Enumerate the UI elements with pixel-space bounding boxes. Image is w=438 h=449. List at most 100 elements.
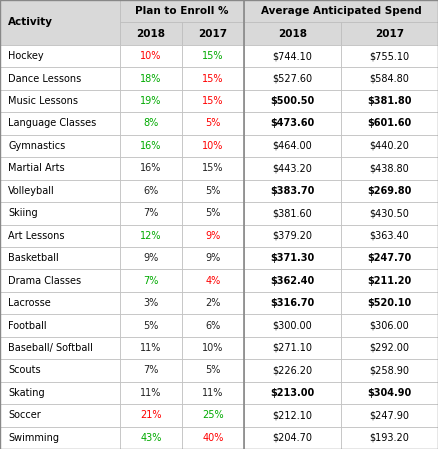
Text: Martial Arts: Martial Arts (8, 163, 65, 173)
Bar (244, 202, 341, 224)
Text: $527.60: $527.60 (272, 74, 313, 84)
Bar (244, 314, 341, 337)
Text: Scouts: Scouts (8, 365, 41, 375)
Bar (244, 22, 341, 45)
Bar (0, 359, 120, 382)
Bar (120, 314, 182, 337)
Bar (341, 157, 438, 180)
Bar (244, 224, 341, 247)
Bar (120, 292, 182, 314)
Text: 19%: 19% (140, 96, 162, 106)
Bar (120, 359, 182, 382)
Text: 2017: 2017 (375, 29, 404, 39)
Text: Music Lessons: Music Lessons (8, 96, 78, 106)
Text: $362.40: $362.40 (270, 276, 314, 286)
Text: $269.80: $269.80 (367, 186, 412, 196)
Bar (244, 45, 341, 67)
Text: $204.70: $204.70 (272, 433, 312, 443)
Text: 16%: 16% (140, 163, 162, 173)
Bar (120, 45, 182, 67)
Text: Volleyball: Volleyball (8, 186, 55, 196)
Text: 4%: 4% (205, 276, 221, 286)
Bar (120, 0, 244, 22)
Text: $520.10: $520.10 (367, 298, 412, 308)
Text: Plan to Enroll %: Plan to Enroll % (135, 6, 229, 16)
Bar (0, 404, 120, 427)
Bar (120, 112, 182, 135)
Text: 5%: 5% (143, 321, 159, 330)
Bar (244, 135, 341, 157)
Text: Skating: Skating (8, 388, 45, 398)
Text: 15%: 15% (202, 51, 224, 61)
Bar (244, 359, 341, 382)
Bar (0, 180, 120, 202)
Bar (182, 404, 244, 427)
Text: $247.90: $247.90 (370, 410, 410, 420)
Bar (182, 22, 244, 45)
Text: 15%: 15% (202, 74, 224, 84)
Text: Dance Lessons: Dance Lessons (8, 74, 81, 84)
Text: Drama Classes: Drama Classes (8, 276, 81, 286)
Bar (120, 135, 182, 157)
Bar (341, 202, 438, 224)
Bar (341, 22, 438, 45)
Text: $226.20: $226.20 (272, 365, 313, 375)
Text: Activity: Activity (8, 18, 53, 27)
Text: Football: Football (8, 321, 47, 330)
Bar (341, 180, 438, 202)
Bar (120, 224, 182, 247)
Text: 43%: 43% (140, 433, 162, 443)
Text: $381.60: $381.60 (272, 208, 312, 218)
Bar (244, 67, 341, 90)
Bar (182, 269, 244, 292)
Bar (182, 247, 244, 269)
Text: $744.10: $744.10 (272, 51, 312, 61)
Text: $213.00: $213.00 (270, 388, 314, 398)
Text: $443.20: $443.20 (272, 163, 312, 173)
Bar (244, 404, 341, 427)
Bar (182, 382, 244, 404)
Text: $247.70: $247.70 (367, 253, 412, 263)
Text: $258.90: $258.90 (370, 365, 410, 375)
Bar (341, 135, 438, 157)
Bar (0, 247, 120, 269)
Text: 10%: 10% (202, 343, 224, 353)
Text: 2018: 2018 (278, 29, 307, 39)
Bar (120, 157, 182, 180)
Bar (0, 292, 120, 314)
Text: $271.10: $271.10 (272, 343, 312, 353)
Bar (120, 427, 182, 449)
Bar (0, 157, 120, 180)
Text: 8%: 8% (143, 119, 159, 128)
Text: $464.00: $464.00 (272, 141, 312, 151)
Bar (0, 135, 120, 157)
Bar (120, 67, 182, 90)
Text: 16%: 16% (140, 141, 162, 151)
Text: 11%: 11% (202, 388, 224, 398)
Text: $371.30: $371.30 (270, 253, 314, 263)
Bar (0, 67, 120, 90)
Text: 5%: 5% (205, 208, 221, 218)
Bar (0, 90, 120, 112)
Bar (244, 382, 341, 404)
Bar (244, 180, 341, 202)
Text: 5%: 5% (205, 119, 221, 128)
Bar (341, 359, 438, 382)
Bar (0, 269, 120, 292)
Text: 21%: 21% (140, 410, 162, 420)
Bar (341, 292, 438, 314)
Bar (120, 269, 182, 292)
Text: 7%: 7% (143, 276, 159, 286)
Bar (341, 112, 438, 135)
Text: $300.00: $300.00 (272, 321, 312, 330)
Bar (341, 269, 438, 292)
Bar (244, 427, 341, 449)
Text: 5%: 5% (205, 186, 221, 196)
Bar (0, 112, 120, 135)
Text: $306.00: $306.00 (370, 321, 410, 330)
Bar (182, 112, 244, 135)
Bar (120, 90, 182, 112)
Bar (182, 202, 244, 224)
Text: $440.20: $440.20 (370, 141, 410, 151)
Bar (182, 359, 244, 382)
